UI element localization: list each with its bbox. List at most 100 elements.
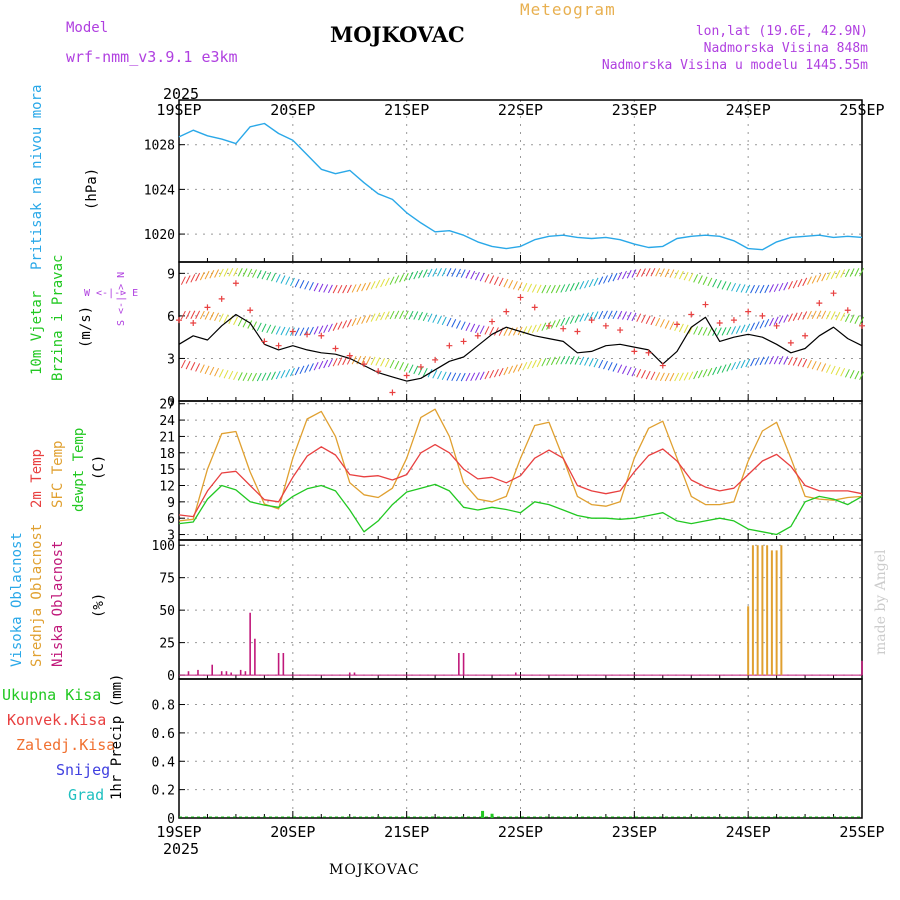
wind-barb [835, 311, 841, 321]
wind-barb [622, 270, 627, 280]
wind-barb [840, 269, 846, 278]
wind-gust-marker [859, 322, 865, 329]
y-tick-label: 12 [159, 479, 175, 494]
wind-gust-marker [631, 348, 638, 355]
wind-barb [275, 274, 281, 283]
wind-barb [280, 275, 286, 284]
wind-barb [512, 281, 518, 290]
wind-barb [380, 357, 386, 367]
wind-barb [332, 322, 338, 331]
wind-barb [294, 366, 300, 376]
wind-barb [697, 369, 703, 379]
wind-barb [437, 268, 442, 277]
wind-barb [626, 270, 632, 279]
wind-gust-marker [745, 308, 752, 315]
wind-gust-marker [247, 307, 254, 314]
sfc-temp-line [178, 408, 863, 522]
wind-barb [313, 326, 319, 335]
bottom-date-label: 21SEP [384, 823, 429, 841]
wind-barb [792, 357, 798, 366]
wind-barb [512, 327, 518, 336]
wind-barb [792, 312, 798, 321]
wind-barb [256, 270, 262, 279]
wind-barb [223, 314, 229, 323]
wind-barb [579, 356, 585, 366]
wind-barb [460, 269, 466, 278]
wind-barb [750, 322, 755, 331]
wind-barb [783, 314, 789, 323]
wind-barb [769, 317, 774, 327]
wind-barb [214, 367, 220, 377]
wind-barb [588, 278, 594, 288]
wind-gust-marker [218, 295, 225, 302]
wind-barb [271, 272, 276, 282]
y-tick-label: 0 [167, 812, 175, 827]
wind-barb [342, 356, 348, 366]
wind-barb [247, 268, 253, 278]
wind-barb [261, 270, 267, 280]
wind-barb [726, 363, 732, 372]
wind-barb [721, 281, 727, 290]
wind-barb [308, 326, 314, 336]
wind-barb [750, 357, 755, 367]
wind-barb [631, 367, 637, 377]
wind-barb [754, 321, 760, 330]
wind-barb [584, 312, 589, 322]
wind-barb [256, 372, 262, 382]
wind-barb [541, 284, 547, 294]
wind-barb [584, 279, 589, 289]
wind-barb [825, 271, 831, 281]
wind-gust-marker [830, 290, 837, 297]
wind-barb [854, 268, 860, 277]
wind-barb [441, 267, 447, 277]
wind-barb [579, 281, 585, 290]
wind-barb [418, 366, 423, 376]
wind-barb [527, 325, 533, 334]
wind-gust-marker [617, 327, 624, 334]
wind-barb [327, 323, 333, 333]
wind-barb [275, 370, 281, 380]
wind-barb [361, 282, 367, 292]
wind-barb [707, 327, 713, 336]
wind-barb [517, 363, 523, 372]
elevation-label: Nadmorska Visina 848m [703, 41, 868, 56]
wind-barb [313, 282, 319, 292]
wind-barb [612, 272, 618, 282]
wind-barb [418, 311, 423, 321]
wind-barb [361, 315, 367, 324]
total-rain-bar [490, 813, 494, 818]
wind-barb [726, 326, 732, 336]
wind-barb [849, 268, 855, 277]
wind-barb [622, 311, 627, 320]
wind-barb [830, 311, 836, 320]
wind-barb [294, 278, 300, 288]
y-tick-label: 1028 [144, 139, 175, 154]
wind-barb [641, 268, 646, 277]
wind-gust-marker [588, 317, 595, 324]
wind-barb [593, 311, 599, 320]
wind-barb [636, 268, 642, 278]
wind-barb [413, 311, 419, 320]
y-tick-label: 21 [159, 430, 175, 445]
wind-gust-marker [531, 304, 538, 311]
wind-barb [745, 323, 751, 333]
wind-barb [574, 356, 580, 365]
wind-barb [517, 282, 523, 291]
wind-barb [365, 282, 371, 291]
wind-barb [489, 369, 495, 379]
wind-barb [399, 362, 404, 371]
wind-barb [261, 372, 267, 382]
wind-barb [356, 283, 362, 293]
wind-barb [773, 283, 779, 293]
wind-barb [290, 277, 295, 287]
wind-barb [209, 366, 215, 376]
wind-barb [209, 311, 215, 321]
model-name: wrf-nmm_v3.9.1 e3km [66, 48, 238, 66]
wind-barb [617, 310, 623, 320]
top-year-label: 2025 [163, 85, 199, 103]
wind-barb [560, 317, 566, 327]
wind-barb [237, 317, 243, 327]
wind-barb [460, 372, 466, 382]
wind-barb [574, 314, 580, 323]
wind-gust-marker [375, 368, 382, 375]
